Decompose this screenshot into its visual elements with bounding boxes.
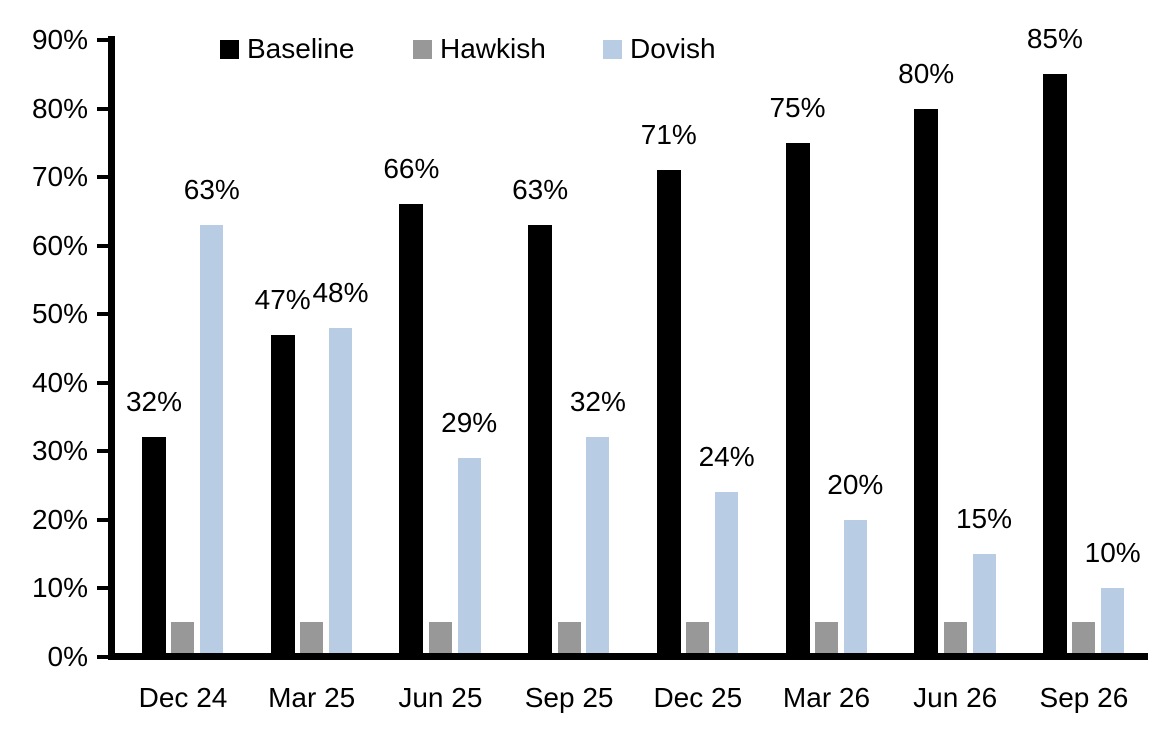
bar-baseline-mar-26: [785, 142, 810, 653]
bar-baseline-mar-25: [270, 334, 295, 653]
x-category-label-jun-26: Jun 26: [913, 682, 998, 713]
bar-baseline-sep-26: [1042, 74, 1067, 653]
data-label-dovish-jun-26: 15%: [955, 502, 1013, 534]
x-category-label-dec-24: Dec 24: [138, 682, 228, 713]
y-tick-label-40: 40%: [31, 366, 88, 398]
bar-baseline-sep-25: [528, 224, 553, 653]
data-label-dovish-sep-26: 10%: [1084, 537, 1141, 568]
x-category-label-dec-25: Dec 25: [653, 682, 743, 713]
x-category-label-mar-26: Mar 26: [782, 682, 871, 713]
data-label-dovish-jun-25: 29%: [441, 406, 498, 438]
y-tick-label-0: 0%: [47, 640, 88, 672]
x-category-label-sep-26: Sep 26: [1039, 682, 1129, 713]
bar-dovish-sep-25: [586, 437, 610, 653]
y-tick-label-50: 50%: [31, 298, 88, 329]
bar-baseline-dec-25: [656, 170, 681, 653]
x-category-label-sep-25: Sep 25: [524, 682, 614, 713]
bar-hawkish-sep-25: [557, 622, 581, 653]
y-tick-mark-30: [97, 449, 108, 453]
y-tick-mark-70: [97, 175, 108, 179]
bar-dovish-jun-26: [972, 553, 996, 653]
bar-dovish-jun-25: [457, 457, 481, 653]
y-tick-mark-0: [97, 654, 108, 659]
data-label-baseline-jun-26: 80%: [898, 57, 955, 89]
bar-baseline-jun-26: [914, 108, 939, 653]
data-label-baseline-sep-26: 85%: [1026, 23, 1083, 55]
y-tick-mark-90: [97, 38, 108, 42]
data-label-dovish-sep-25: 32%: [569, 386, 626, 418]
data-label-baseline-dec-24: 32%: [125, 386, 183, 418]
y-tick-mark-40: [97, 380, 108, 385]
x-category-label-mar-25: Mar 25: [268, 682, 356, 713]
bar-hawkish-mar-25: [300, 622, 324, 653]
legend-swatch-dovish-icon: [603, 39, 622, 59]
bar-baseline-dec-24: [142, 437, 166, 653]
y-tick-label-90: 90%: [31, 24, 88, 55]
bar-dovish-sep-26: [1101, 588, 1125, 653]
data-label-dovish-mar-26: 20%: [827, 468, 884, 500]
data-label-baseline-mar-26: 75%: [769, 91, 826, 123]
y-tick-label-60: 60%: [31, 229, 88, 261]
data-label-dovish-dec-25: 24%: [698, 441, 755, 473]
bar-hawkish-sep-26: [1072, 622, 1096, 653]
data-label-baseline-sep-25: 63%: [512, 173, 569, 205]
y-tick-label-20: 20%: [31, 503, 88, 535]
y-tick-mark-80: [97, 106, 108, 111]
bar-dovish-mar-26: [843, 519, 867, 653]
y-tick-mark-50: [97, 312, 108, 316]
bar-hawkish-dec-25: [686, 622, 710, 653]
y-tick-label-10: 10%: [31, 572, 88, 603]
bar-dovish-dec-25: [715, 492, 739, 653]
data-label-baseline-mar-25: 47%: [254, 283, 311, 315]
bar-baseline-jun-25: [399, 204, 424, 653]
legend-label-dovish: Dovish: [630, 33, 716, 64]
y-tick-mark-60: [97, 243, 108, 248]
bar-hawkish-dec-24: [171, 622, 195, 653]
bar-hawkish-jun-26: [943, 622, 967, 653]
x-category-label-jun-25: Jun 25: [398, 682, 483, 713]
y-axis-line: [108, 36, 115, 660]
legend-label-hawkish: Hawkish: [440, 33, 546, 64]
y-tick-label-80: 80%: [31, 92, 88, 124]
bar-dovish-mar-25: [329, 327, 352, 653]
x-axis-line: [108, 653, 1148, 660]
y-tick-mark-20: [97, 517, 108, 522]
legend-label-baseline: Baseline: [247, 33, 355, 64]
bar-hawkish-mar-26: [814, 622, 838, 653]
bar-hawkish-jun-25: [428, 622, 452, 653]
data-label-dovish-mar-25: 48%: [312, 276, 369, 308]
bar-dovish-dec-24: [200, 224, 224, 653]
data-label-baseline-dec-25: 71%: [640, 119, 697, 151]
legend-swatch-baseline-icon: [220, 39, 239, 59]
legend-swatch-hawkish-icon: [413, 39, 432, 59]
data-label-baseline-jun-25: 66%: [383, 153, 440, 185]
data-label-dovish-dec-24: 63%: [183, 173, 240, 205]
y-tick-label-70: 70%: [31, 161, 88, 192]
y-tick-label-30: 30%: [31, 435, 88, 466]
legend-item-hawkish: Hawkish: [413, 32, 546, 66]
legend-item-dovish: Dovish: [603, 32, 716, 66]
y-tick-mark-10: [97, 586, 108, 590]
legend-item-baseline: Baseline: [220, 32, 354, 66]
